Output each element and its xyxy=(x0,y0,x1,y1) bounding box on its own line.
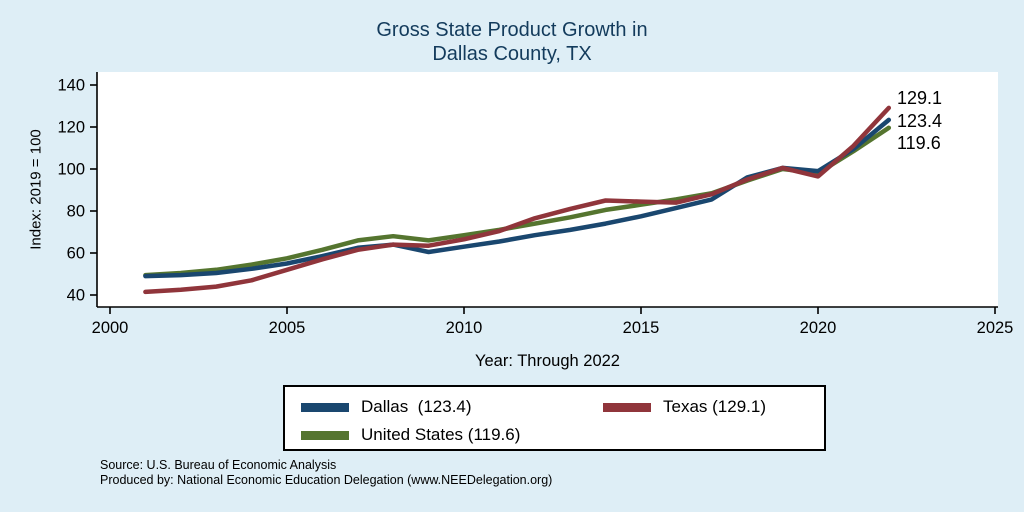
chart-title-line1: Gross State Product Growth in xyxy=(376,19,648,41)
y-tick-label: 100 xyxy=(57,161,85,179)
legend-label-dallas: Dallas (123.4) xyxy=(361,397,472,416)
legend-swatch-texas xyxy=(603,402,651,412)
x-axis-label: Year: Through 2022 xyxy=(475,352,620,370)
x-tick-label: 2025 xyxy=(977,319,1014,337)
y-tick-label: 60 xyxy=(67,245,85,263)
x-tick-label: 2015 xyxy=(623,319,660,337)
legend-item-texas: Texas (129.1) xyxy=(603,397,766,417)
x-tick-label: 2020 xyxy=(800,319,837,337)
y-tick-label: 120 xyxy=(57,119,85,137)
series-end-label-texas: 129.1 xyxy=(897,88,943,108)
legend-swatch-dallas xyxy=(301,402,349,412)
y-tick-label: 140 xyxy=(57,77,85,95)
x-tick-label: 2010 xyxy=(446,319,483,337)
y-tick-label: 80 xyxy=(67,203,85,221)
series-end-label-dallas: 123.4 xyxy=(897,111,943,131)
chart-title-line2: Dallas County, TX xyxy=(432,43,592,65)
y-tick-label: 40 xyxy=(67,287,85,305)
legend: Dallas (123.4) Texas (129.1) United Stat… xyxy=(283,385,826,451)
source-note: Source: U.S. Bureau of Economic Analysis xyxy=(100,458,337,472)
legend-swatch-united-states xyxy=(301,430,349,440)
legend-label-united-states: United States (119.6) xyxy=(361,425,521,444)
series-line-texas xyxy=(143,105,892,295)
footer-notes: Source: U.S. Bureau of Economic Analysis… xyxy=(100,458,552,488)
legend-label-texas: Texas (129.1) xyxy=(663,397,766,416)
series-end-label-united-states: 119.6 xyxy=(897,133,941,153)
legend-item-united-states: United States (119.6) xyxy=(301,425,520,445)
produced-by-note: Produced by: National Economic Education… xyxy=(100,473,553,487)
chart-title: Gross State Product Growth in Dallas Cou… xyxy=(0,18,1024,66)
x-tick-label: 2000 xyxy=(92,319,129,337)
legend-item-dallas: Dallas (123.4) xyxy=(301,397,472,417)
x-tick-label: 2005 xyxy=(269,319,306,337)
y-axis-label: Index: 2019 = 100 xyxy=(27,129,45,250)
